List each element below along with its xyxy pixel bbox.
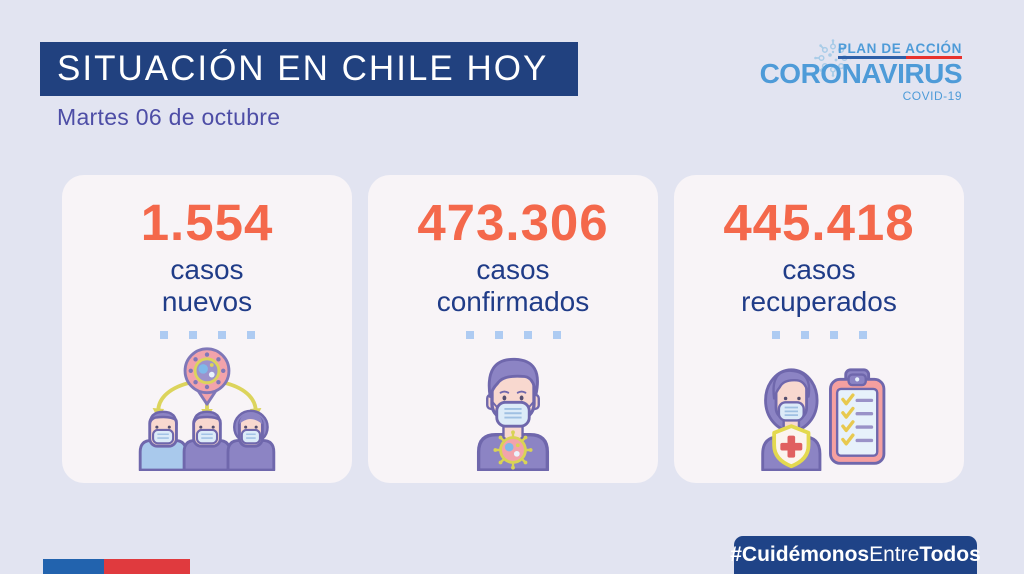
masked-person-virus-icon (454, 339, 572, 483)
dots-separator (465, 331, 561, 339)
stat-label: casos confirmados (436, 254, 590, 317)
stat-card-casos-confirmados: 473.306 casos confirmados (368, 175, 658, 483)
stat-label: casos recuperados (741, 254, 897, 317)
coronavirus-label: CORONAVIRUS (759, 58, 963, 89)
hashtag-banner: #Cuidémonos Entre Todos (730, 536, 981, 574)
page-title: SITUACIÓN EN CHILE HOY (57, 49, 549, 88)
stat-label: casos nuevos (161, 254, 253, 317)
dots-separator (771, 331, 867, 339)
title-banner: SITUACIÓN EN CHILE HOY (40, 42, 578, 96)
stat-value: 1.554 (140, 194, 274, 251)
flag-blue-segment (43, 559, 104, 574)
covid19-label: COVID-19 (902, 89, 962, 103)
date-label: Martes 06 de octubre (57, 104, 281, 130)
virus-icon (806, 38, 864, 83)
stat-value: 445.418 (723, 194, 915, 251)
chile-flag-stripe (43, 559, 190, 574)
virus-spread-to-people-icon (128, 339, 286, 483)
flag-red-segment (104, 559, 190, 574)
nurse-checklist-shield-icon (744, 339, 894, 483)
hashtag-text: #Cuidémonos (730, 543, 870, 566)
stat-value: 473.306 (417, 194, 609, 251)
stat-card-casos-recuperados: 445.418 casos recuperados (674, 175, 964, 483)
dots-separator (159, 331, 255, 339)
stat-card-casos-nuevos: 1.554 casos nuevos (62, 175, 352, 483)
plan-de-accion-label: PLAN DE ACCIÓN (837, 41, 962, 59)
coronavirus-plan-logo: PLAN DE ACCIÓN CORONAVIRUS COVID-19 (742, 38, 963, 103)
